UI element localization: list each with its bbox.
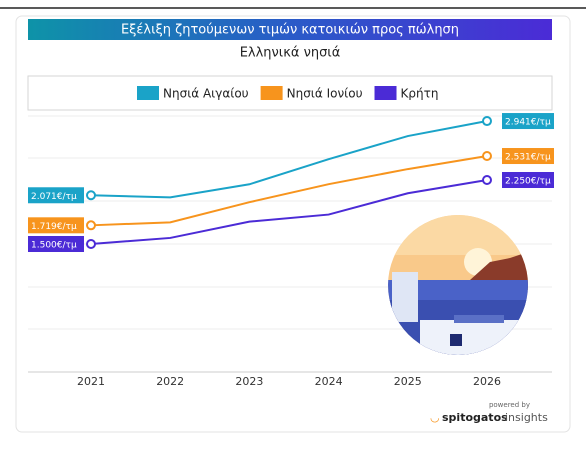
x-tick-label: 2021 <box>77 375 105 388</box>
series-line <box>90 155 488 227</box>
value-label: 1.719€/τμ <box>31 222 77 232</box>
value-label-box <box>502 113 554 130</box>
value-label-box <box>28 236 84 252</box>
chart-subtitle: Ελληνικά νησιά <box>240 46 341 61</box>
legend-swatch <box>374 86 397 100</box>
legend-swatch <box>137 86 159 100</box>
legend-box <box>27 75 553 111</box>
brand-suffix: insights <box>505 411 548 424</box>
title-banner <box>28 19 552 40</box>
x-tick-label: 2023 <box>235 375 263 388</box>
powered-by: powered by <box>489 401 530 409</box>
series-line <box>90 120 488 199</box>
x-tick-label: 2026 <box>473 375 501 388</box>
value-label: 1.500€/τμ <box>31 241 77 251</box>
x-tick-label: 2024 <box>315 375 343 388</box>
point-marker <box>482 175 492 185</box>
legend-label: Νησιά Ιονίου <box>287 87 363 101</box>
chart-title: Εξέλιξη ζητούμενων τιμών κατοικιών προς … <box>121 23 459 38</box>
value-label-box <box>28 217 84 234</box>
value-label-box <box>28 187 84 204</box>
value-label: 2.941€/τμ <box>505 118 551 128</box>
legend-label: Κρήτη <box>401 87 439 101</box>
brand-icon: ◡ <box>430 411 440 424</box>
point-marker <box>86 190 96 201</box>
value-label: 2.071€/τμ <box>31 192 77 202</box>
point-marker <box>86 220 96 231</box>
point-marker <box>86 239 96 249</box>
point-marker <box>482 151 492 162</box>
series-line <box>90 179 488 245</box>
x-tick-label: 2025 <box>394 375 422 388</box>
legend-label: Νησιά Αιγαίου <box>163 87 249 101</box>
legend-swatch <box>260 86 283 100</box>
brand-name: spitogatos <box>442 411 508 424</box>
value-label-box <box>502 148 554 165</box>
value-label: 2.531€/τμ <box>505 153 551 163</box>
x-tick-label: 2022 <box>156 375 184 388</box>
value-label: 2.250€/τμ <box>505 177 551 187</box>
point-marker <box>482 116 492 127</box>
value-label-box <box>502 172 554 188</box>
